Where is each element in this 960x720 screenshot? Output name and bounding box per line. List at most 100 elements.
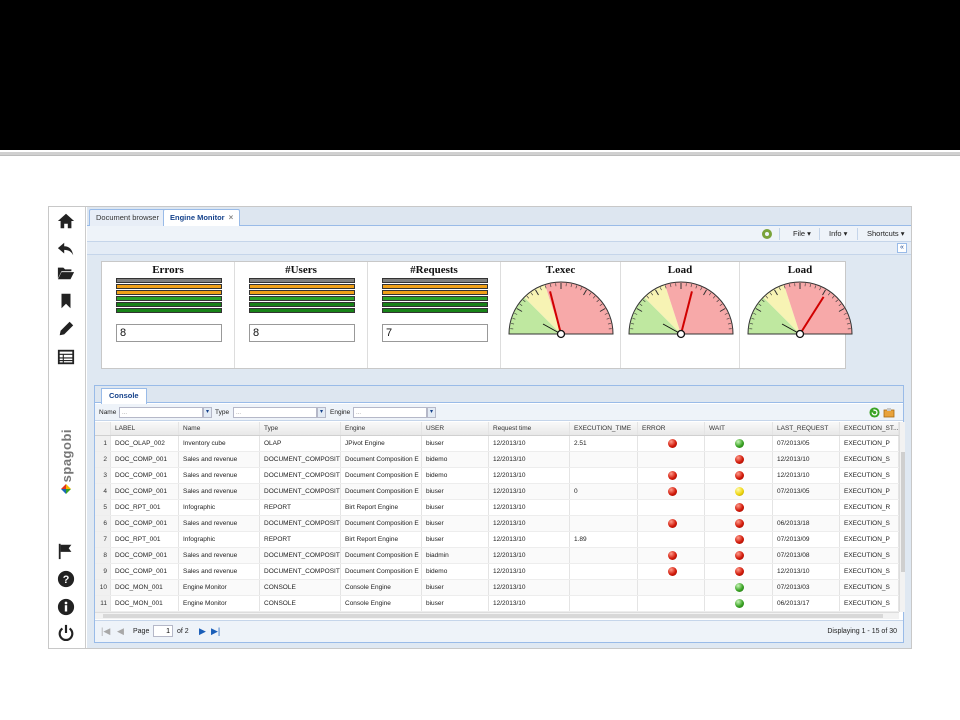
row-number-cell: 10 [95,580,111,595]
column-header-wait[interactable]: WAIT [705,422,773,435]
close-icon[interactable]: × [228,213,234,222]
tab-document-browser[interactable]: Document browser [89,209,166,226]
column-header-user[interactable]: USER [422,422,489,435]
status-red-icon [735,551,744,560]
column-header-error[interactable]: ERROR [638,422,705,435]
chevron-down-icon[interactable]: ▾ [203,407,212,418]
tab-engine-monitor[interactable]: Engine Monitor × [163,209,241,227]
info-menu[interactable]: Info ▾ [829,229,848,238]
widget-title: Load [787,264,813,276]
horizontal-scrollbar[interactable] [95,612,899,619]
chevron-down-icon[interactable]: ▾ [317,407,326,418]
engine-cell: Document Composition E [341,548,422,563]
engine-filter-input[interactable]: ... [353,407,427,418]
power-icon[interactable] [55,623,77,643]
table-row[interactable]: 2 DOC_COMP_001 Sales and revenue DOCUMENT_C… [95,452,899,468]
prev-page-icon[interactable]: ◀ [117,626,124,636]
gauge-tick [751,317,755,320]
bookmark-icon[interactable] [55,291,77,311]
table-row[interactable]: 9 DOC_COMP_001 Sales and revenue DOCUMENT_C… [95,564,899,580]
table-row[interactable]: 5 DOC_RPT_001 Infographic REPORT Birt Report… [95,500,899,516]
flag-icon[interactable] [55,541,77,561]
status-red-icon [735,471,744,480]
level-bar [116,302,222,307]
last-page-icon[interactable]: ▶| [211,626,221,636]
gauge-tick [761,299,765,303]
scroll-thumb[interactable] [901,452,905,572]
gauge-yellow-zone [524,284,561,334]
gauge-tick [664,285,667,289]
vertical-scrollbar[interactable] [899,422,905,612]
status-red-icon [735,567,744,576]
back-icon[interactable] [55,239,77,259]
file-menu[interactable]: File ▾ [793,229,811,238]
column-header-row-number [95,422,111,435]
execution-time-cell [570,596,638,611]
wait-cell [705,564,773,579]
column-header-name[interactable]: Name [179,422,260,435]
table-row[interactable]: 11 DOC_MON_001 Engine Monitor CONSOLE Consol… [95,596,899,612]
shortcuts-menu[interactable]: Shortcuts ▾ [867,229,905,238]
column-header-execution-time[interactable]: EXECUTION_TIME [570,422,638,435]
column-header-last-request[interactable]: LAST_REQUEST [773,422,840,435]
table-row[interactable]: 7 DOC_RPT_001 Infographic REPORT Birt Report… [95,532,899,548]
gauge-tick [750,323,754,325]
first-page-icon[interactable]: |◀ [101,626,111,636]
label-cell: DOC_COMP_001 [111,548,179,563]
wait-cell [705,596,773,611]
level-bar [249,308,355,313]
status-red-icon [667,519,677,528]
name-filter-input[interactable]: ... [119,407,203,418]
column-header-label[interactable]: LABEL [111,422,179,435]
gauge-yellow-zone [644,284,681,334]
name-cell: Infographic [179,532,260,547]
settings-icon[interactable] [761,228,773,240]
type-filter-input[interactable]: ... [233,407,317,418]
name-filter-label: Name [99,409,117,416]
pencil-icon[interactable] [55,319,77,339]
user-cell: biuser [422,484,489,499]
type-cell: REPORT [260,532,341,547]
info-icon[interactable] [55,597,77,617]
chevron-down-icon[interactable]: ▾ [427,407,436,418]
help-icon[interactable]: ? [55,569,77,589]
row-number-cell: 2 [95,452,111,467]
gauge-tick [632,317,636,320]
collapse-button[interactable]: « [897,243,907,253]
column-header-engine[interactable]: Engine [341,422,422,435]
gauge-tick [511,323,515,325]
level-bar [382,284,488,289]
refresh-icon[interactable] [869,407,880,418]
next-page-icon[interactable]: ▶ [199,626,206,636]
toolbar-separator [819,228,820,240]
execution-time-cell [570,580,638,595]
level-bar [382,296,488,301]
panel-header: « [87,242,911,255]
tab-console[interactable]: Console [101,388,147,404]
table-row[interactable]: 1 DOC_OLAP_002 Inventory cube OLAP JPivot En… [95,436,899,452]
request-time-cell: 12/2013/10 [489,452,570,467]
table-row[interactable]: 10 DOC_MON_001 Engine Monitor CONSOLE Consol… [95,580,899,596]
column-header-type[interactable]: Type [260,422,341,435]
column-header-request-time[interactable]: Request time [489,422,570,435]
title-divider [0,152,960,156]
folder-open-icon[interactable] [55,263,77,283]
table-row[interactable]: 4 DOC_COMP_001 Sales and revenue DOCUMENT_C… [95,484,899,500]
export-icon[interactable] [883,407,895,418]
column-header-execution-state[interactable]: EXECUTION_ST... [840,422,899,435]
table-row[interactable]: 6 DOC_COMP_001 Sales and revenue DOCUMENT_C… [95,516,899,532]
scroll-thumb[interactable] [103,614,883,618]
page-number-input[interactable]: 1 [153,625,173,637]
table-icon[interactable] [55,347,77,367]
level-bar [116,290,222,295]
table-row[interactable]: 8 DOC_COMP_001 Sales and revenue DOCUMENT_C… [95,548,899,564]
table-row[interactable]: 3 DOC_COMP_001 Sales and revenue DOCUMENT_C… [95,468,899,484]
error-cell [638,484,705,499]
type-cell: DOCUMENT_COMPOSITI [260,516,341,531]
type-cell: DOCUMENT_COMPOSITI [260,548,341,563]
gauge-tick [753,312,757,315]
gauge-tick [724,312,728,315]
level-bar [249,302,355,307]
home-icon[interactable] [55,211,77,231]
wait-cell [705,580,773,595]
